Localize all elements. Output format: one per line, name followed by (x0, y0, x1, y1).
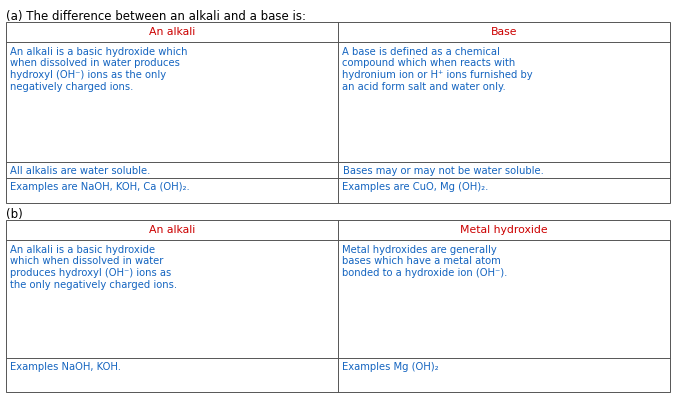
Text: negatively charged ions.: negatively charged ions. (10, 81, 133, 92)
Text: Examples NaOH, KOH.: Examples NaOH, KOH. (10, 362, 121, 372)
Text: A base is defined as a chemical: A base is defined as a chemical (342, 47, 500, 57)
Text: produces hydroxyl (OH⁻) ions as: produces hydroxyl (OH⁻) ions as (10, 268, 171, 278)
Text: when dissolved in water produces: when dissolved in water produces (10, 58, 180, 68)
Text: which when dissolved in water: which when dissolved in water (10, 256, 163, 267)
Text: bases which have a metal atom: bases which have a metal atom (342, 256, 501, 267)
Text: An alkali is a basic hydroxide: An alkali is a basic hydroxide (10, 245, 155, 255)
Text: Examples are CuO, Mg (OH)₂.: Examples are CuO, Mg (OH)₂. (342, 182, 488, 192)
Text: (b): (b) (6, 208, 23, 221)
Text: Bases may or may not be water soluble.: Bases may or may not be water soluble. (343, 166, 544, 176)
Text: the only negatively charged ions.: the only negatively charged ions. (10, 280, 177, 290)
Text: (a) The difference between an alkali and a base is:: (a) The difference between an alkali and… (6, 10, 306, 23)
Text: Examples are NaOH, KOH, Ca (OH)₂.: Examples are NaOH, KOH, Ca (OH)₂. (10, 182, 190, 192)
Text: An alkali: An alkali (149, 27, 195, 37)
Text: An alkali is a basic hydroxide which: An alkali is a basic hydroxide which (10, 47, 188, 57)
Text: All alkalis are water soluble.: All alkalis are water soluble. (10, 166, 150, 176)
Text: bonded to a hydroxide ion (OH⁻).: bonded to a hydroxide ion (OH⁻). (342, 268, 507, 278)
Text: compound which when reacts with: compound which when reacts with (342, 58, 515, 68)
Text: hydronium ion or H⁺ ions furnished by: hydronium ion or H⁺ ions furnished by (342, 70, 533, 80)
Bar (6, 22, 670, 203)
Text: an acid form salt and water only.: an acid form salt and water only. (342, 81, 506, 92)
Text: Base: Base (491, 27, 517, 37)
Text: hydroxyl (OH⁻) ions as the only: hydroxyl (OH⁻) ions as the only (10, 70, 166, 80)
Text: Examples Mg (OH)₂: Examples Mg (OH)₂ (342, 362, 439, 372)
Text: Metal hydroxides are generally: Metal hydroxides are generally (342, 245, 497, 255)
Text: An alkali: An alkali (149, 225, 195, 235)
Text: Metal hydroxide: Metal hydroxide (460, 225, 548, 235)
Bar (6, 220, 670, 392)
